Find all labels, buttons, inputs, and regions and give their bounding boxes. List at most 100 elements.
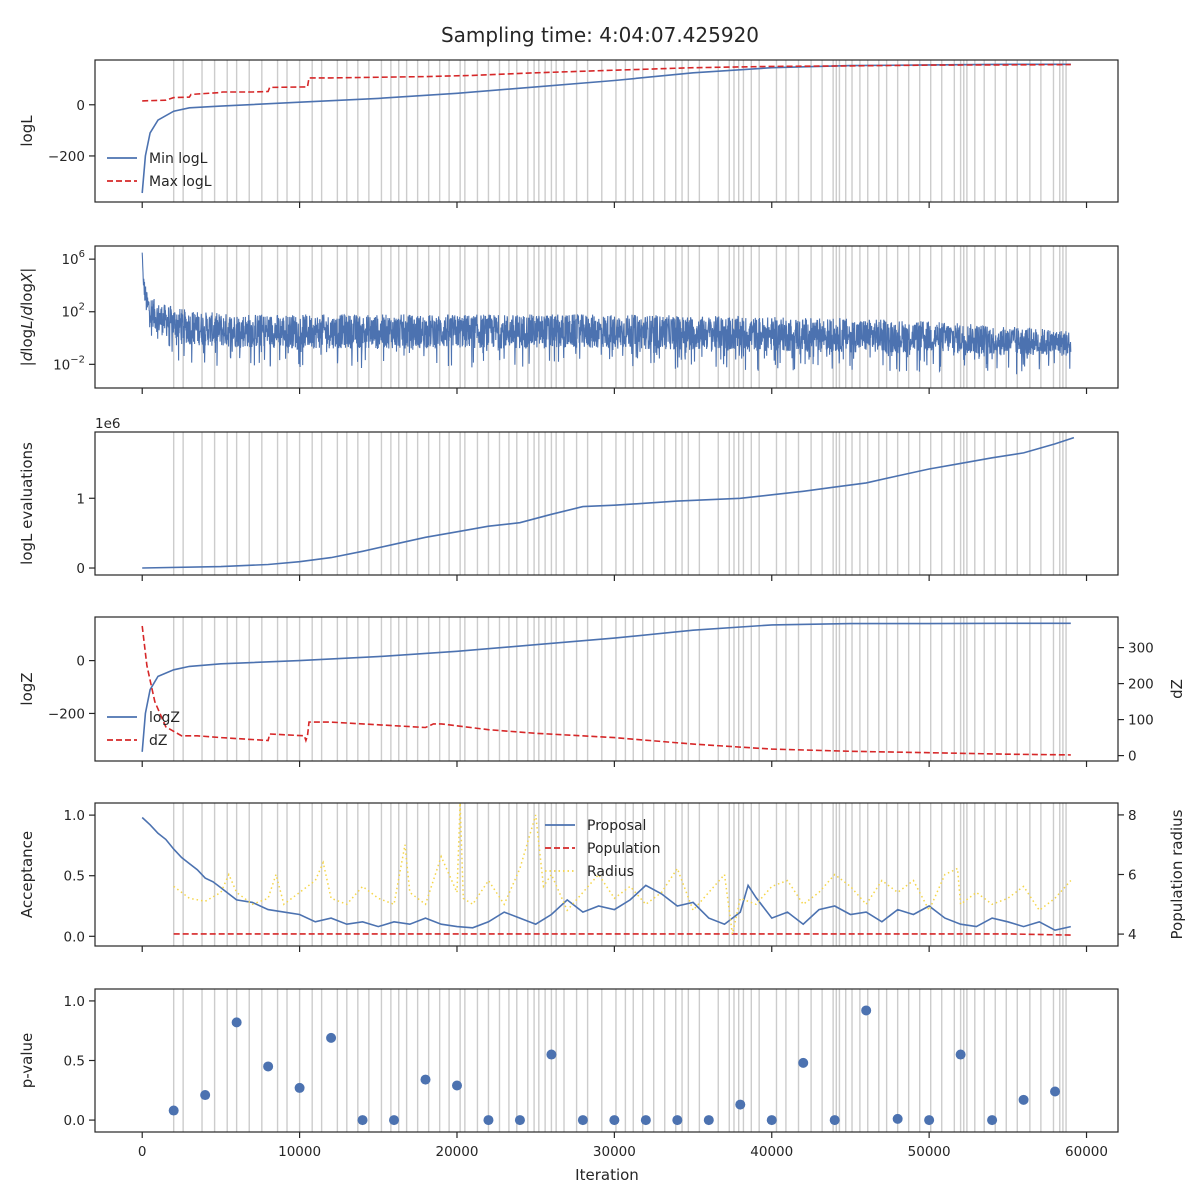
data-point (1018, 1094, 1029, 1105)
y-tick-label: 0 (76, 98, 85, 114)
y-tick-label: 0 (76, 654, 85, 670)
data-point (168, 1105, 179, 1116)
y-tick-label: 10−2 (53, 354, 85, 373)
y-tick-label-right: 4 (1128, 927, 1137, 943)
legend-label: Radius (587, 864, 634, 880)
y-tick-label-right: 300 (1128, 641, 1154, 657)
series-line (141, 252, 1072, 375)
y-tick-label: 0.0 (64, 1113, 85, 1129)
data-point (294, 1082, 305, 1093)
data-point (829, 1115, 840, 1126)
axes-frame (94, 59, 1119, 203)
data-point (1050, 1086, 1061, 1097)
y-tick-label-right: 0 (1128, 749, 1137, 765)
y-tick-label: 1.0 (64, 808, 85, 824)
vertical-lines (172, 989, 1067, 1132)
vertical-lines (172, 803, 1067, 946)
x-axis-label: Iteration (575, 1166, 639, 1184)
legend-label: logZ (149, 710, 180, 726)
x-tick-label: 20000 (436, 1144, 479, 1160)
data-point (357, 1115, 368, 1126)
y-axis-label: logL evaluations (18, 442, 36, 565)
x-tick-label: 60000 (1065, 1144, 1108, 1160)
y-axis-label: logL (18, 115, 36, 147)
series-line-data (142, 436, 1075, 569)
data-layer (141, 803, 1072, 936)
y-axis-label-right: dZ (1168, 679, 1186, 699)
y-tick-label: 0.5 (64, 1054, 85, 1070)
y-tick-label-right: 8 (1128, 808, 1137, 824)
legend-label: Max logL (149, 174, 212, 190)
data-point (609, 1115, 620, 1126)
axes-frame (94, 616, 1119, 762)
y-axis-label: Acceptance (18, 831, 36, 918)
series-line-min-logl (141, 63, 1071, 194)
x-tick-label: 10000 (278, 1144, 321, 1160)
y-tick-label: 1.0 (64, 994, 85, 1010)
y-tick-label-right: 200 (1128, 677, 1154, 693)
y-tick-label: −200 (48, 706, 85, 722)
vertical-lines (172, 246, 1067, 388)
data-point (987, 1115, 998, 1126)
x-tick-label: 50000 (908, 1144, 951, 1160)
vertical-lines (172, 617, 1067, 761)
data-point (231, 1017, 242, 1028)
x-tick-label: 0 (138, 1144, 147, 1160)
legend: Min logL Max logL (107, 151, 212, 190)
panel-dlogl-dlogx: 10−2 102 106 |dlogL/dlogX| (18, 245, 1119, 394)
y-tick-label: 102 (61, 302, 85, 321)
axes-frame (94, 245, 1119, 389)
vertical-lines (172, 60, 1067, 202)
axes-frame (94, 988, 1119, 1133)
panel-logl: −200 0 logL Min logL Max logL (18, 59, 1119, 208)
data-point (735, 1099, 746, 1110)
data-point (766, 1115, 777, 1126)
data-point (924, 1115, 935, 1126)
data-point (263, 1061, 274, 1072)
data-point (892, 1113, 903, 1124)
series-line-population (173, 933, 1071, 936)
legend-label: Min logL (149, 151, 208, 167)
y-axis-label-right: Population radius (1168, 809, 1186, 939)
data-point (640, 1115, 651, 1126)
data-point (798, 1057, 809, 1068)
y-tick-label: −200 (48, 149, 85, 165)
series-line-max-logl (142, 63, 1071, 102)
axes-frame (94, 431, 1119, 576)
data-layer (142, 436, 1075, 569)
data-point (420, 1074, 431, 1085)
legend: Proposal Population Radius (545, 818, 661, 880)
panel-logl-evaluations: 0 1 1e6 logL evaluations (18, 416, 1119, 581)
data-point (955, 1049, 966, 1060)
y-axis-label: |dlogL/dlogX| (18, 268, 36, 367)
y-tick-label: 0 (76, 561, 85, 577)
panel-logz: −200 0 0 100 200 300 logZ dZ logZ dZ (18, 616, 1186, 767)
data-point (483, 1115, 494, 1126)
series-line-logz (141, 622, 1071, 752)
y-tick-label-right: 6 (1128, 868, 1137, 884)
figure-title: Sampling time: 4:04:07.425920 (441, 23, 759, 47)
panel-p-value: 0 10000 20000 30000 40000 50000 60000 0.0 0.5 1.0… (18, 988, 1119, 1160)
y-axis-label: logZ (18, 672, 36, 705)
panels: −200 0 logL Min logL Max logL 10−2 102 1 0 6 |dlog… (18, 59, 1186, 1160)
panel-acceptance: 0.0 0.5 1.0 4 6 8 Acceptance Population radius P… (18, 802, 1186, 952)
data-layer (141, 622, 1071, 756)
data-point (451, 1080, 462, 1091)
data-layer (141, 63, 1071, 194)
data-point (326, 1032, 337, 1043)
offset-text: 1e6 (95, 416, 120, 432)
data-point (703, 1115, 714, 1126)
data-point (861, 1005, 872, 1016)
y-axis-label: p-value (18, 1033, 36, 1089)
data-layer (141, 252, 1072, 375)
series-line-dz (141, 625, 1071, 756)
data-point (200, 1090, 211, 1101)
data-point (514, 1115, 525, 1126)
data-point (672, 1115, 683, 1126)
data-point (389, 1115, 400, 1126)
y-tick-label-right: 100 (1128, 713, 1154, 729)
y-tick-label: 1 (76, 491, 85, 507)
y-tick-label: 0.5 (64, 869, 85, 885)
x-tick-label: 30000 (593, 1144, 636, 1160)
